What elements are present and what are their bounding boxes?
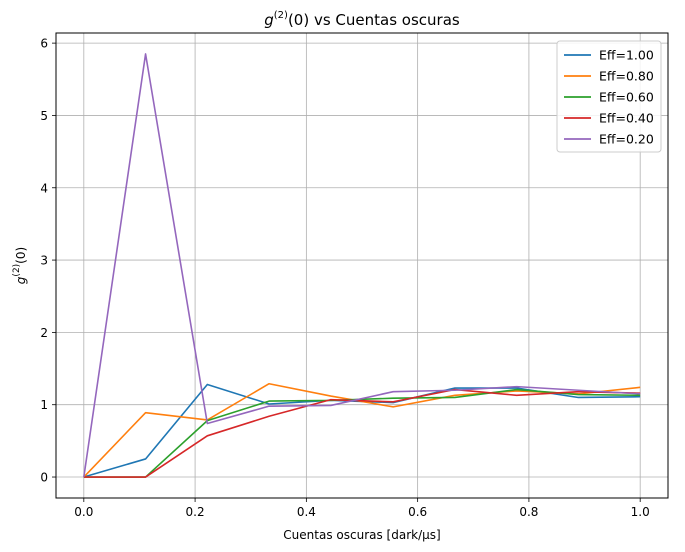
chart-title: g(2)(0) vs Cuentas oscuras	[264, 10, 460, 29]
ylabel-italic: g	[14, 276, 28, 284]
x-axis-ticks: 0.0 0.2 0.4 0.6 0.8 1.0	[74, 498, 650, 519]
x-axis-label: Cuentas oscuras [dark/μs]	[283, 528, 440, 542]
title-rest: (0) vs Cuentas oscuras	[288, 11, 460, 29]
y-tick-label: 2	[40, 326, 48, 340]
gridlines	[56, 33, 668, 498]
x-tick-label: 0.8	[519, 505, 538, 519]
y-tick-label: 3	[40, 254, 48, 268]
y-tick-label: 0	[40, 471, 48, 485]
legend: Eff=1.00 Eff=0.80 Eff=0.60 Eff=0.40 Eff=0.20	[556, 40, 662, 153]
y-axis-ticks: 0 1 2 3 4 5 6	[40, 37, 56, 485]
x-tick-label: 0.4	[297, 505, 316, 519]
series-line	[83, 53, 641, 478]
y-tick-label: 4	[40, 181, 48, 195]
legend-label: Eff=1.00	[599, 48, 654, 63]
legend-box	[556, 40, 662, 153]
title-sup: (2)	[274, 10, 288, 21]
series-lines	[83, 53, 641, 478]
y-tick-label: 6	[40, 37, 48, 51]
legend-label: Eff=0.40	[599, 111, 654, 126]
title-italic: g	[264, 11, 274, 29]
legend-label: Eff=0.60	[599, 90, 654, 105]
x-tick-label: 1.0	[631, 505, 650, 519]
ylabel-sup: (2)	[12, 264, 22, 277]
legend-label: Eff=0.80	[599, 69, 654, 84]
series-line	[83, 388, 641, 478]
y-tick-label: 1	[40, 398, 48, 412]
ylabel-rest: (0)	[14, 247, 28, 264]
legend-label: Eff=0.20	[599, 132, 654, 147]
y-tick-label: 5	[40, 109, 48, 123]
x-tick-label: 0.2	[186, 505, 205, 519]
x-tick-label: 0.0	[74, 505, 93, 519]
y-axis-label: g(2)(0)	[12, 247, 28, 284]
x-tick-label: 0.6	[408, 505, 427, 519]
plot-frame	[55, 32, 669, 499]
